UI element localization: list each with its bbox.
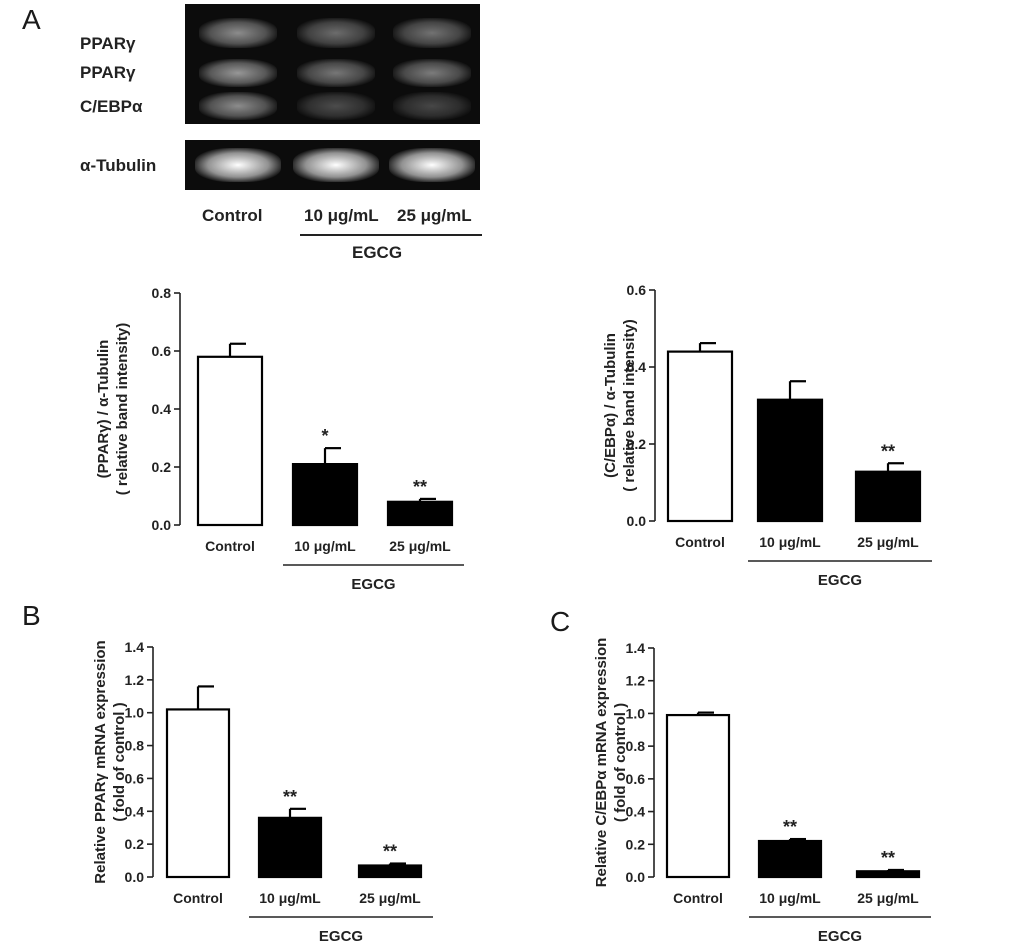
- bar-3: [357, 864, 423, 879]
- x-tick-label: 25 μg/mL: [359, 890, 421, 906]
- x-tick-label: 25 μg/mL: [857, 890, 919, 906]
- band-pparg-lower-lane-1: [199, 59, 277, 87]
- band-pparg-lower-lane-2: [297, 59, 375, 87]
- blot-row-label-pparg-upper: PPARγ: [80, 34, 136, 53]
- y-tick-label: 0.4: [125, 803, 145, 819]
- x-tick-label: Control: [173, 890, 223, 906]
- group-label: EGCG: [351, 576, 395, 593]
- x-tick-label: 10 μg/mL: [759, 890, 821, 906]
- y-tick-label: 0.6: [125, 770, 145, 786]
- x-tick-label: Control: [673, 890, 723, 906]
- y-tick-label: 1.0: [626, 705, 646, 721]
- blot-lane-label-10: 10 μg/mL: [304, 206, 379, 225]
- significance-marker: **: [881, 441, 895, 461]
- band-cebpa-lane-1: [199, 92, 277, 120]
- band-tubulin-lane-2: [293, 148, 379, 182]
- blot-row-label-tubulin: α-Tubulin: [80, 156, 157, 175]
- y-tick-label: 0.4: [627, 359, 647, 375]
- significance-marker: **: [783, 817, 797, 837]
- panel-label-c: C: [550, 606, 571, 637]
- bar-1: [665, 713, 731, 879]
- chart-cebpa-protein: 0.0 0.2 0.4 0.6 (C/EBPα) / α-Tubulin( relati…: [602, 282, 932, 589]
- y-tick-label: 0.2: [626, 836, 646, 852]
- y-axis-label: (PPARγ) / α-Tubulin: [95, 340, 112, 479]
- panel-label-a: A: [22, 4, 41, 35]
- x-tick-label: 10 μg/mL: [759, 534, 821, 550]
- band-tubulin-lane-3: [389, 148, 475, 182]
- blot-group-line: [300, 234, 482, 236]
- band-pparg-upper-lane-3: [393, 18, 471, 48]
- y-tick-label: 1.2: [125, 672, 145, 688]
- y-tick-label: 0.2: [152, 459, 172, 475]
- x-tick-label: 25 μg/mL: [389, 538, 451, 554]
- y-tick-label: 0.0: [152, 517, 172, 533]
- significance-marker: **: [413, 477, 427, 497]
- y-tick-label: 0.6: [626, 771, 646, 787]
- band-cebpa-lane-3: [393, 92, 471, 120]
- bar-2: [756, 398, 824, 523]
- y-axis-label: Relative C/EBPα mRNA expression: [593, 638, 610, 888]
- group-label: EGCG: [818, 928, 862, 945]
- y-tick-label: 0.6: [627, 282, 647, 298]
- bar-3: [855, 870, 921, 879]
- y-axis-label: ( fold of control ): [111, 702, 128, 821]
- y-tick-label: 0.8: [125, 738, 145, 754]
- y-axis-label: ( relative band intensity): [114, 323, 131, 496]
- y-tick-label: 0.0: [626, 869, 646, 885]
- bar-3: [386, 500, 454, 527]
- y-tick-label: 0.2: [627, 436, 647, 452]
- significance-marker: **: [283, 787, 297, 807]
- bar-1: [165, 708, 231, 879]
- blot-lane-label-control: Control: [202, 206, 263, 225]
- group-label: EGCG: [319, 928, 363, 945]
- blot-row-label-cebpa: C/EBPα: [80, 97, 143, 116]
- y-tick-label: 0.0: [125, 869, 145, 885]
- y-tick-label: 1.4: [125, 639, 145, 655]
- y-tick-label: 0.0: [627, 513, 647, 529]
- x-tick-label: 25 μg/mL: [857, 534, 919, 550]
- x-tick-label: Control: [675, 534, 725, 550]
- band-pparg-upper-lane-1: [199, 18, 277, 48]
- y-tick-label: 1.0: [125, 705, 145, 721]
- bar-3: [854, 470, 922, 523]
- blot-image-tubulin: [185, 140, 480, 190]
- bar-1: [196, 355, 264, 527]
- significance-marker: **: [383, 842, 397, 862]
- band-cebpa-lane-2: [297, 92, 375, 120]
- chart-pparg-mrna: 0.0 0.2 0.4 0.6 0.8 1.0 1.2 1.4 Relative PPARγ m…: [92, 639, 433, 945]
- x-tick-label: 10 μg/mL: [294, 538, 356, 554]
- y-tick-label: 0.8: [626, 738, 646, 754]
- y-tick-label: 0.4: [152, 401, 172, 417]
- bar-2: [757, 839, 823, 879]
- band-pparg-lower-lane-3: [393, 59, 471, 87]
- group-label: EGCG: [818, 572, 862, 589]
- y-axis-label: (C/EBPα) / α-Tubulin: [602, 333, 619, 478]
- blot-image-target-proteins: [185, 4, 480, 124]
- y-tick-label: 0.4: [626, 804, 646, 820]
- band-pparg-upper-lane-2: [297, 18, 375, 48]
- y-tick-label: 0.8: [152, 285, 172, 301]
- y-axis-label: ( relative band intensity): [621, 319, 638, 492]
- chart-pparg-protein: 0.0 0.2 0.4 0.6 0.8 (PPARγ) / α-Tubulin( rela…: [95, 285, 464, 593]
- significance-marker: *: [321, 426, 328, 446]
- y-axis-label: ( fold of control ): [612, 703, 629, 822]
- bar-2: [291, 463, 359, 527]
- y-tick-label: 1.2: [626, 673, 646, 689]
- significance-marker: **: [881, 848, 895, 868]
- blot-row-label-pparg-lower: PPARγ: [80, 63, 136, 82]
- y-tick-label: 0.2: [125, 836, 145, 852]
- bar-2: [257, 816, 323, 879]
- y-tick-label: 1.4: [626, 640, 646, 656]
- blot-group-label: EGCG: [352, 243, 403, 262]
- panel-label-b: B: [22, 600, 41, 631]
- chart-cebpa-mrna: 0.0 0.2 0.4 0.6 0.8 1.0 1.2 1.4 Relative C/EBPα …: [593, 638, 931, 945]
- y-tick-label: 0.6: [152, 343, 172, 359]
- x-tick-label: 10 μg/mL: [259, 890, 321, 906]
- bar-1: [666, 350, 734, 523]
- band-tubulin-lane-1: [195, 148, 281, 182]
- blot-lane-label-25: 25 μg/mL: [397, 206, 472, 225]
- y-axis-label: Relative PPARγ mRNA expression: [92, 640, 109, 883]
- x-tick-label: Control: [205, 538, 255, 554]
